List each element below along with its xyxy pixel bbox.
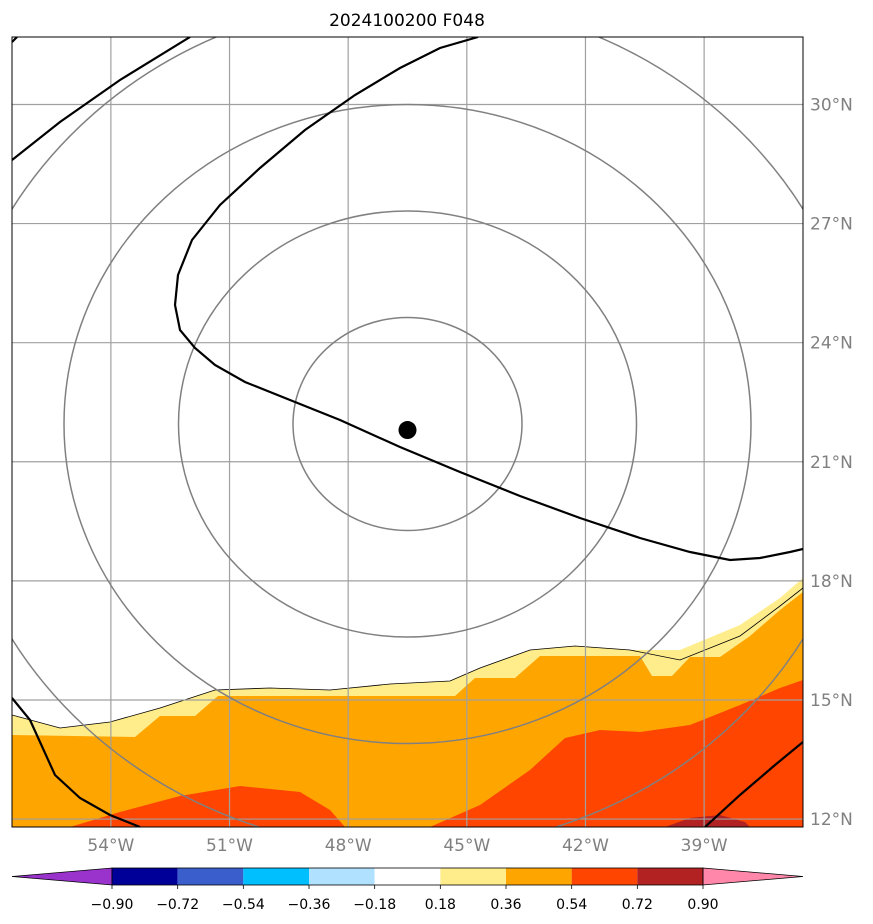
lon-tick-label: 39°W — [681, 836, 728, 856]
colorbar-tick-label: −0.18 — [353, 897, 396, 913]
lat-tick-label: 27°N — [810, 215, 853, 235]
colorbar-segment — [309, 868, 375, 885]
range-ring — [292, 316, 523, 532]
contour-line-southeast — [704, 741, 803, 827]
colorbar-segment — [440, 868, 506, 885]
range-ring — [63, 103, 752, 745]
colorbar-tick-label: 0.36 — [490, 897, 521, 913]
colorbar-tick-label: 0.72 — [622, 897, 653, 913]
range-rings — [12, 37, 803, 827]
field-fill-darkred — [665, 815, 750, 827]
range-ring — [177, 210, 638, 638]
colorbar — [11, 867, 804, 886]
colorbar-extend-high — [702, 867, 804, 886]
lon-tick-label: 45°W — [443, 836, 490, 856]
lon-tick-label: 54°W — [87, 836, 134, 856]
contour-line-main — [173, 37, 803, 562]
map-gridlines — [12, 37, 803, 827]
field-contour-line — [12, 587, 803, 729]
colorbar-tick-label: 0.54 — [556, 897, 587, 913]
colorbar-labels: −0.90 −0.72 −0.54 −0.36 −0.18 0.18 0.36 0.54 0.7… — [91, 885, 719, 913]
colorbar-tick-label: −0.54 — [222, 897, 265, 913]
contour-line-southwest — [12, 697, 141, 827]
longitude-labels: 54°W 51°W 48°W 45°W 42°W 39°W — [87, 836, 727, 856]
colorbar-tick-label: 0.90 — [687, 897, 718, 913]
contour-line-north — [12, 37, 191, 161]
lat-tick-label: 24°N — [810, 334, 853, 354]
colorbar-tick-label: −0.72 — [156, 897, 199, 913]
field-fill-red-east — [430, 680, 803, 827]
lon-tick-label: 48°W — [325, 836, 372, 856]
lon-tick-label: 42°W — [562, 836, 609, 856]
colorbar-tick-label: −0.90 — [91, 897, 134, 913]
colorbar-segment — [571, 868, 638, 885]
colorbar-tick-label: −0.36 — [288, 897, 331, 913]
colorbar-segment — [177, 868, 244, 885]
storm-center-marker — [398, 421, 417, 440]
lat-tick-label: 30°N — [810, 95, 853, 115]
lat-tick-label: 18°N — [810, 572, 853, 592]
lat-tick-label: 12°N — [810, 810, 853, 830]
lon-tick-label: 51°W — [206, 836, 253, 856]
map-title: 2024100200 F048 — [329, 11, 485, 31]
colorbar-segment — [506, 868, 572, 885]
map-frame — [11, 36, 804, 828]
colorbar-tick-label: 0.18 — [425, 897, 456, 913]
lat-tick-label: 21°N — [810, 453, 853, 473]
latitude-labels: 30°N 27°N 24°N 21°N 18°N 15°N 12°N — [810, 95, 853, 830]
colorbar-segment — [112, 868, 178, 885]
colorbar-segment — [374, 868, 441, 885]
map-plot-area — [12, 37, 803, 827]
colorbar-segment — [637, 868, 703, 885]
contour-line-north-tip — [12, 37, 18, 43]
colorbar-extend-low — [11, 867, 113, 886]
colorbar-segment — [243, 868, 309, 885]
lat-tick-label: 15°N — [810, 691, 853, 711]
colorbar-frame — [111, 867, 704, 886]
